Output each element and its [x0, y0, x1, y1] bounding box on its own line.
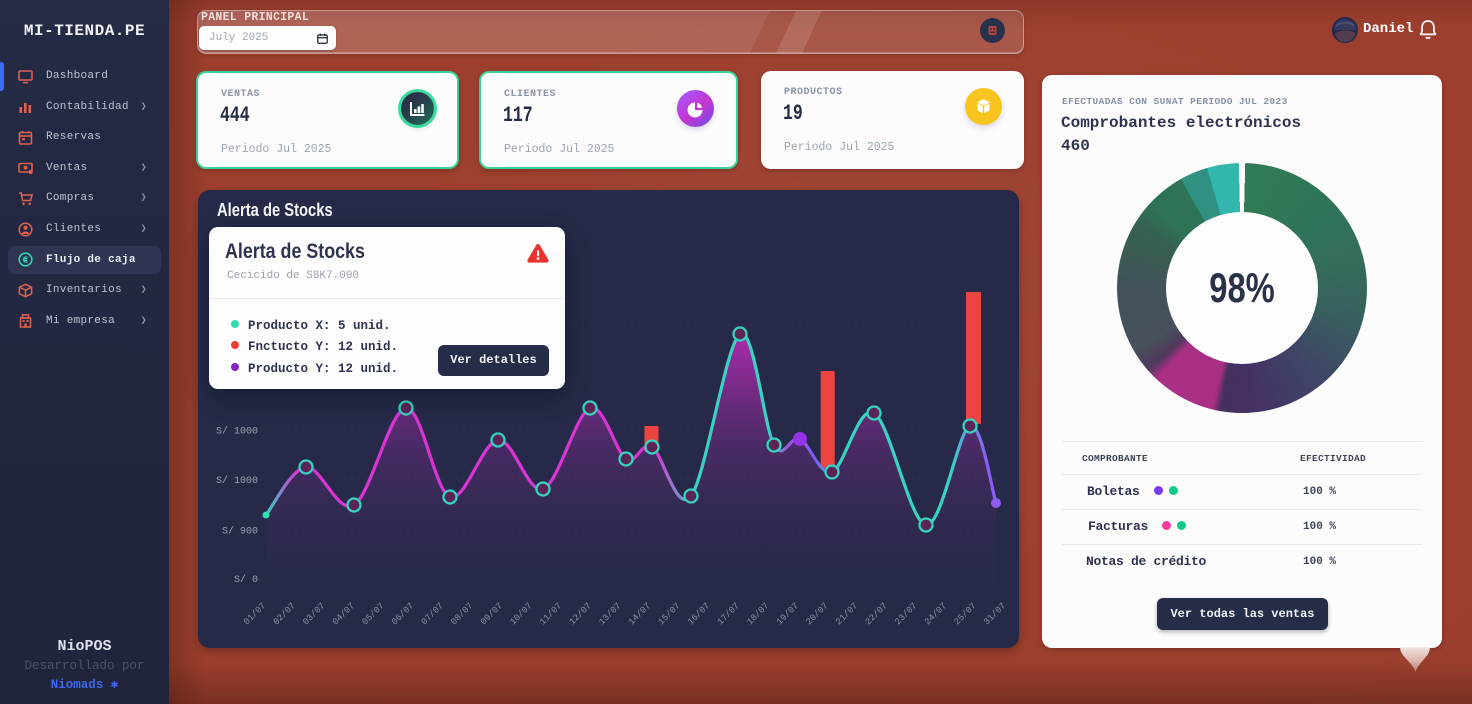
svg-text:03/07: 03/07 — [301, 601, 327, 627]
svg-text:21/07: 21/07 — [834, 601, 860, 627]
svg-text:25/07: 25/07 — [952, 601, 978, 627]
svg-text:14/07: 14/07 — [627, 601, 653, 627]
svg-text:11/07: 11/07 — [538, 601, 564, 627]
svg-text:18/07: 18/07 — [745, 601, 771, 627]
svg-text:15/07: 15/07 — [656, 601, 682, 627]
svg-text:24/07: 24/07 — [923, 601, 949, 627]
svg-text:08/07: 08/07 — [449, 601, 475, 627]
svg-text:13/07: 13/07 — [597, 601, 623, 627]
svg-text:20/07: 20/07 — [804, 601, 830, 627]
svg-text:04/07: 04/07 — [331, 601, 357, 627]
svg-text:19/07: 19/07 — [775, 601, 801, 627]
svg-text:06/07: 06/07 — [390, 601, 416, 627]
svg-text:31/07: 31/07 — [982, 601, 1008, 627]
svg-text:07/07: 07/07 — [420, 601, 446, 627]
svg-text:S/ 0: S/ 0 — [234, 574, 258, 586]
svg-text:S/ 900: S/ 900 — [222, 526, 258, 538]
svg-text:22/07: 22/07 — [864, 601, 890, 627]
svg-text:09/07: 09/07 — [479, 601, 505, 627]
svg-text:16/07: 16/07 — [686, 601, 712, 627]
svg-text:10/07: 10/07 — [508, 601, 534, 627]
svg-text:02/07: 02/07 — [272, 601, 298, 627]
svg-text:23/07: 23/07 — [893, 601, 919, 627]
svg-text:12/07: 12/07 — [568, 601, 594, 627]
svg-text:17/07: 17/07 — [716, 601, 742, 627]
svg-text:S/ 1000: S/ 1000 — [216, 475, 258, 487]
svg-text:05/07: 05/07 — [360, 601, 386, 627]
svg-text:01/07: 01/07 — [242, 601, 268, 627]
svg-text:S/ 1000: S/ 1000 — [216, 426, 258, 438]
